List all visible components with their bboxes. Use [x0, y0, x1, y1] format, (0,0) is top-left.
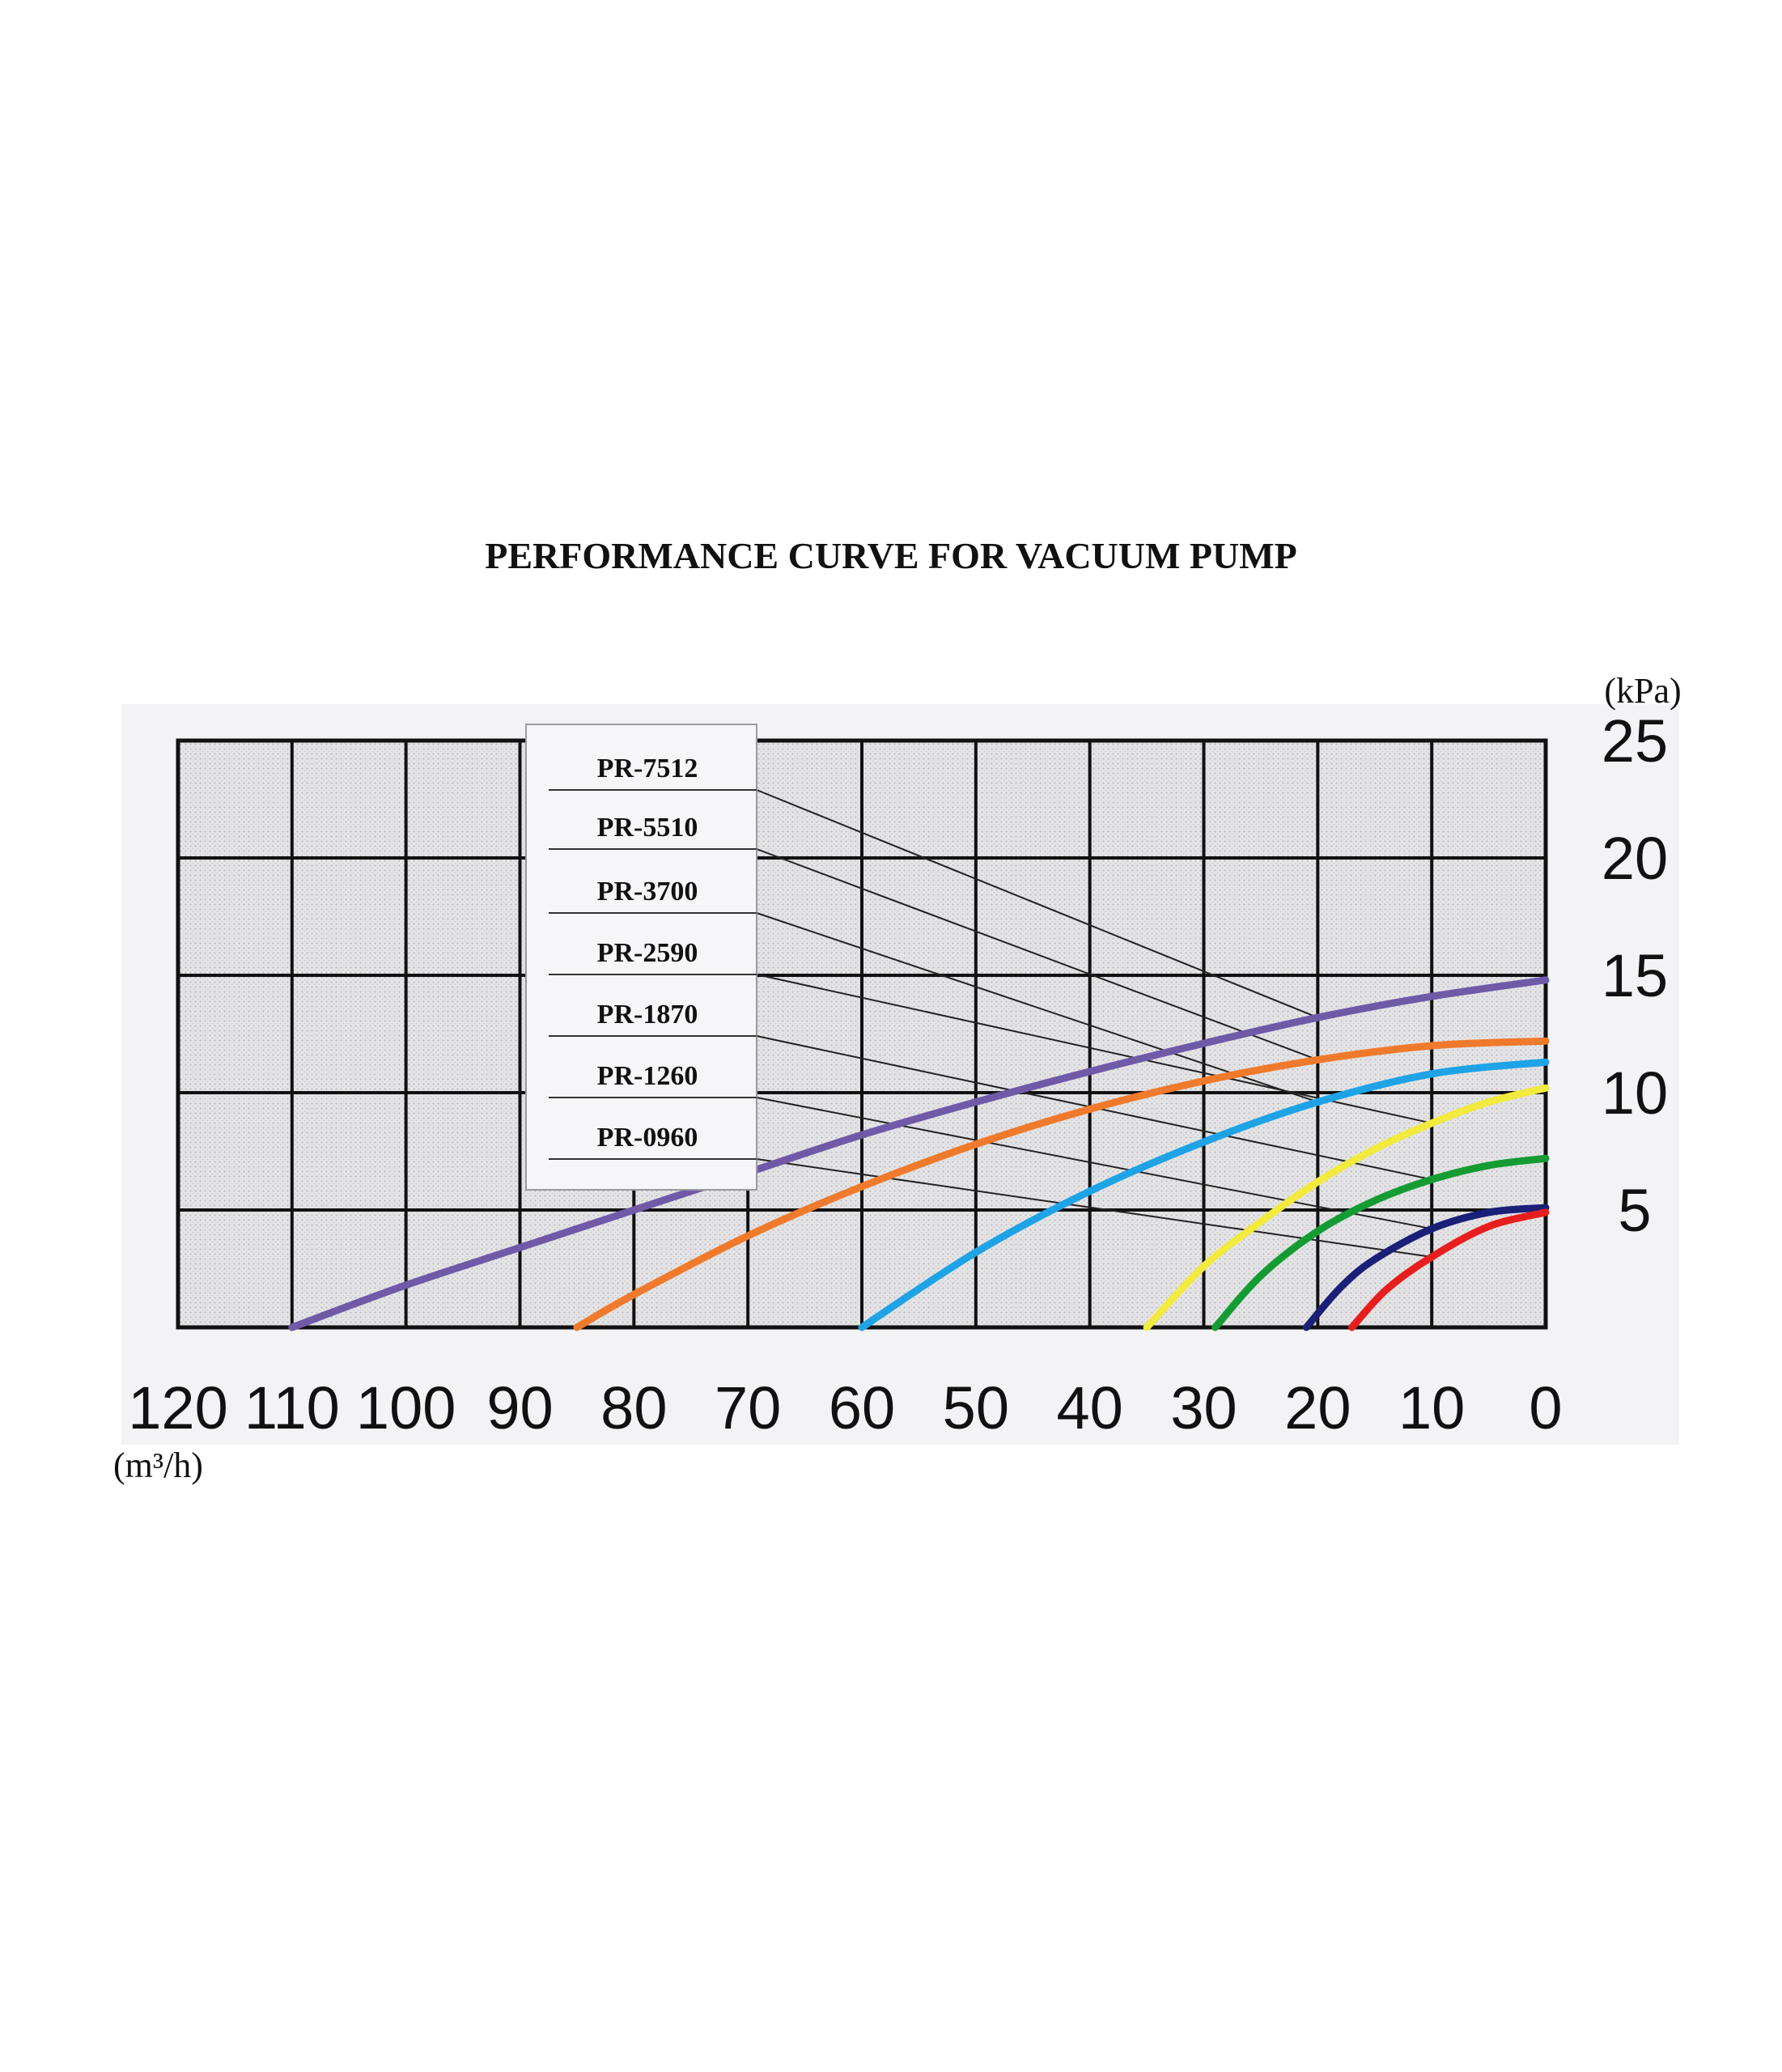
curves	[288, 976, 1550, 1331]
series-curve-pr-0960	[1348, 1208, 1550, 1331]
x-unit-label: (m³/h)	[113, 1446, 203, 1485]
x-tick-label-120: 120	[128, 1374, 227, 1441]
legend-box	[525, 724, 757, 1191]
x-tick-label-90: 90	[486, 1374, 553, 1441]
y-tick-label-20: 20	[1602, 825, 1668, 892]
series-curve-pr-7512	[288, 976, 1550, 1331]
x-tick-label-80: 80	[600, 1374, 667, 1441]
leader-line-pr-5510	[756, 848, 1318, 1061]
x-tick-label-100: 100	[356, 1374, 456, 1441]
y-axis-ticks: 25 20 15 10 5	[1602, 707, 1668, 1244]
leader-line-pr-0960	[756, 1158, 1432, 1258]
series-curve-pr-2590	[1143, 1084, 1550, 1331]
x-tick-label-0: 0	[1529, 1374, 1562, 1441]
legend-label-pr-0960: PR-0960	[597, 1123, 698, 1153]
legend-label-pr-5510: PR-5510	[597, 813, 698, 843]
x-tick-label-30: 30	[1170, 1374, 1237, 1441]
series-curve-pr-3700	[858, 1058, 1550, 1331]
leader-line-pr-7512	[756, 789, 1318, 1019]
leader-line-pr-3700	[756, 912, 1318, 1103]
y-tick-label-5: 5	[1618, 1177, 1651, 1244]
series-curve-pr-5510	[573, 1037, 1550, 1331]
x-tick-label-110: 110	[244, 1374, 340, 1441]
legend-label-pr-3700: PR-3700	[597, 877, 698, 906]
x-axis-ticks: 120 110 100 90 80 70 60 50 40 30 20 10 0	[128, 1374, 1562, 1441]
x-tick-label-20: 20	[1284, 1374, 1351, 1441]
y-tick-label-10: 10	[1602, 1059, 1668, 1127]
x-tick-label-70: 70	[715, 1374, 781, 1441]
y-tick-label-15: 15	[1602, 942, 1668, 1009]
y-tick-label-25: 25	[1602, 707, 1668, 775]
x-tick-label-50: 50	[943, 1374, 1009, 1441]
legend-label-pr-7512: PR-7512	[597, 754, 698, 783]
series-curve-pr-1870	[1211, 1154, 1550, 1331]
legend-label-pr-1870: PR-1870	[597, 1000, 698, 1030]
y-unit-label: (kPa)	[1604, 671, 1681, 711]
leader-line-pr-1260	[756, 1097, 1432, 1230]
legend: PR-7512 PR-5510 PR-3700 PR-2590 PR-1870 PR-12…	[525, 724, 757, 1191]
legend-label-pr-1260: PR-1260	[597, 1061, 698, 1091]
chart-title: PERFORMANCE CURVE FOR VACUUM PUMP	[485, 535, 1297, 576]
x-tick-label-40: 40	[1057, 1374, 1123, 1441]
legend-label-pr-2590: PR-2590	[597, 938, 698, 968]
x-tick-label-60: 60	[829, 1374, 895, 1441]
series-curve-pr-1260	[1302, 1204, 1550, 1331]
x-tick-label-10: 10	[1398, 1374, 1465, 1441]
